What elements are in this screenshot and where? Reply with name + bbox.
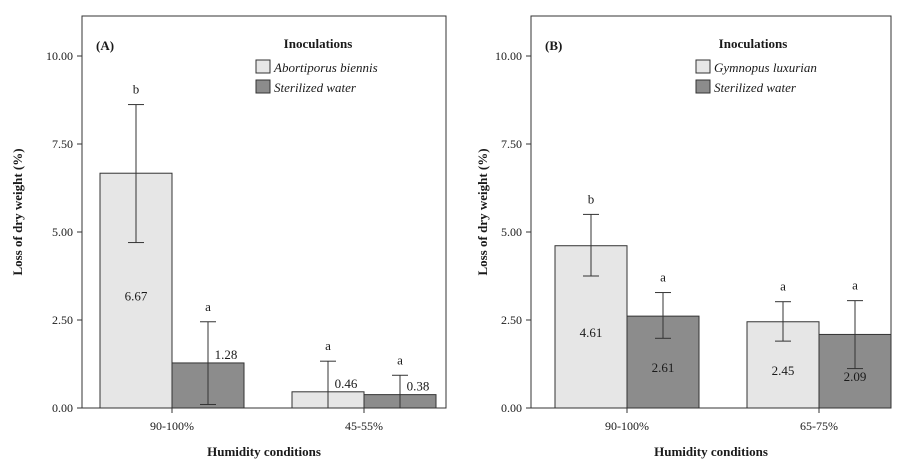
x-tick-label: 90-100%: [605, 419, 649, 433]
y-tick-label: 7.50: [52, 137, 73, 151]
legend-swatch: [695, 59, 711, 74]
significance-letter: b: [133, 82, 140, 97]
significance-letter: a: [325, 338, 331, 353]
x-tick-label: 45-55%: [345, 419, 383, 433]
data-label: 2.61: [652, 360, 675, 375]
y-tick-label: 10.00: [46, 49, 73, 63]
chart-panel-a: 0.00 2.50 5.00 7.50 10.00 Loss of dry weight …: [10, 15, 447, 459]
plot-frame: [81, 15, 447, 409]
y-axis-title: Loss of dry weight (%): [475, 148, 490, 275]
y-tick-label: 2.50: [52, 313, 73, 327]
y-tick-label: 5.00: [501, 225, 522, 239]
panel-label: (A): [96, 38, 114, 53]
legend-swatch: [255, 79, 271, 94]
y-tick-label: 2.50: [501, 313, 522, 327]
legend-swatch: [255, 59, 271, 74]
data-label: 1.28: [215, 347, 238, 362]
legend-label: Sterilized water: [274, 80, 357, 95]
y-axis-title: Loss of dry weight (%): [10, 148, 25, 275]
y-tick-label: 5.00: [52, 225, 73, 239]
x-axis-title: Humidity conditions: [207, 444, 321, 459]
chart-panel-b: 0.00 2.50 5.00 7.50 10.00 Loss of dry weight …: [475, 15, 892, 459]
significance-letter: a: [660, 270, 666, 285]
significance-letter: b: [588, 191, 595, 206]
data-label: 0.46: [335, 376, 358, 391]
significance-letter: a: [780, 279, 786, 294]
data-label: 2.09: [844, 369, 867, 384]
x-axis-title: Humidity conditions: [654, 444, 768, 459]
data-label: 6.67: [125, 289, 148, 304]
legend-label: Gymnopus luxurian: [714, 60, 817, 75]
y-tick-label: 7.50: [501, 137, 522, 151]
data-label: 0.38: [407, 379, 430, 394]
legend-label: Sterilized water: [714, 80, 797, 95]
legend-label: Abortiporus biennis: [273, 60, 378, 75]
plot-frame: [530, 15, 892, 409]
legend-title: Inoculations: [719, 36, 788, 51]
data-label: 2.45: [772, 363, 795, 378]
y-tick-label: 0.00: [52, 401, 73, 415]
panel-label: (B): [545, 38, 562, 53]
significance-letter: a: [397, 352, 403, 367]
x-tick-label: 90-100%: [150, 419, 194, 433]
y-tick-label: 10.00: [495, 49, 522, 63]
y-tick-label: 0.00: [501, 401, 522, 415]
significance-letter: a: [852, 278, 858, 293]
data-label: 4.61: [580, 325, 603, 340]
significance-letter: a: [205, 299, 211, 314]
x-tick-label: 65-75%: [800, 419, 838, 433]
legend-title: Inoculations: [284, 36, 353, 51]
legend-swatch: [695, 79, 711, 94]
